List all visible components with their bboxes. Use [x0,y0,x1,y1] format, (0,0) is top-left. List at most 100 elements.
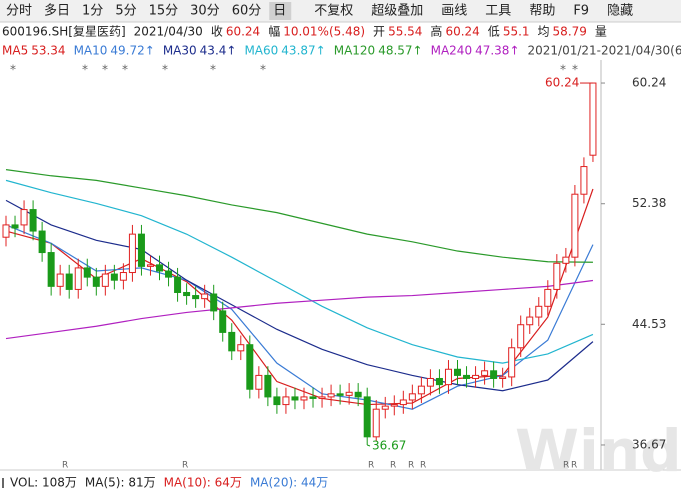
info-text: MA60 [244,44,278,58]
star-markers: * * * * * * * * * [10,63,578,77]
info-text: 高 [430,24,442,39]
star: * [82,63,88,77]
info-text: MA30 [163,44,197,58]
candle-body [390,404,398,407]
candle-body [110,273,118,281]
star: * [122,63,128,77]
tab[interactable]: 60分 [232,4,262,19]
candle-body [571,193,579,258]
candle-body [101,273,109,287]
y-tick-label: 52.38 [632,196,666,210]
menu-item[interactable]: 工具 [485,4,511,19]
candle-body [192,295,200,300]
info-text: MA120 [334,44,375,58]
info-text: ↑ [413,44,423,58]
info-text: 均 [538,25,550,39]
info-text: 55.54 [388,25,422,39]
candle-body [499,376,507,379]
candle-body [201,293,209,300]
candle-body [580,166,588,195]
candle-body [264,374,272,398]
candle-body [210,293,218,312]
watermark: Wind [515,417,681,485]
r-markers: R R R R R R R R [62,461,577,471]
menu-item[interactable]: 不复权 [314,3,353,19]
ma-line [5,179,594,364]
info-text: 600196.SH[复星医药] [2,25,126,39]
high-annotation: 60.24 [545,76,579,90]
info-text: MA5 [2,44,28,58]
info-text: 43.87 [281,44,315,58]
ma-line [5,188,594,406]
volume-text: MA(10): 64万 [164,476,242,490]
candle-body [562,256,570,264]
y-tick-label: 44.53 [632,317,666,331]
star: * [210,63,216,77]
menu-item[interactable]: 超级叠加 [371,4,423,19]
r-marker: R [420,461,426,471]
tab[interactable]: 30分 [190,4,220,19]
candle-body [544,288,552,307]
candle-body [11,224,19,229]
tab[interactable]: 日 [273,4,286,19]
annotation-line [367,444,371,447]
candle-body [490,370,498,379]
info-bar: 600196.SH[复星医药] 2021/04/30 收 60.24 幅 10.01%(5… [2,24,607,39]
menu-item[interactable]: F9 [573,4,589,19]
candle-body [246,344,254,390]
candle-body [128,233,136,274]
r-marker: R [571,461,577,471]
candle-body [273,396,281,406]
candle-body [119,272,127,281]
r-marker: R [368,461,374,471]
candle-body [92,276,100,287]
r-marker: R [62,461,68,471]
volume-bar: VOL: 108万 MA(5): 81万 MA(10): 64万 MA(20): 44… [2,476,328,490]
r-marker: R [390,461,396,471]
toolbar-items: 分时 多日 1分 5分 15分 30分 60分日 不复权 超级叠加 画线 工具 帮助 F9 隐藏 [6,2,633,20]
info-text: MA240 [431,44,472,58]
info-text: 低 [488,25,500,39]
candle-body [345,391,353,396]
low-annotation: 36.67 [372,438,406,452]
ma-line [5,169,593,263]
info-text: ↑ [145,44,155,58]
tab[interactable]: 15分 [149,4,179,19]
candle-body [318,396,326,399]
candle-body [156,264,164,272]
candle-body [282,396,290,406]
candle-body [309,396,317,399]
selected-tab [269,2,292,20]
y-tick-label: 36.67 [632,437,666,451]
candle-body [463,374,471,379]
menu-item[interactable]: 帮助 [529,4,555,19]
star: * [560,63,566,77]
candle-body [399,399,407,406]
candle-body [47,252,55,287]
info-text: 60.24 [445,25,479,39]
info-text: 60.24 [226,25,260,39]
info-text: ↑ [316,44,326,58]
candle-body [83,267,91,278]
info-text: 2021/04/30 [134,25,203,39]
info-text: 10.01%(5.48) [283,25,365,39]
star: * [260,63,266,77]
tab[interactable]: 5分 [115,4,136,19]
info-text: 55.1 [503,25,530,39]
tab[interactable]: 1分 [82,4,103,19]
menu-item[interactable]: 隐藏 [607,4,633,19]
candle-body [372,408,380,438]
info-text: 58.79 [553,25,587,39]
candle-body [237,344,245,352]
info-text: 43.4 [200,44,227,58]
candle-body [363,396,371,438]
info-text: ↑ [226,44,236,58]
tab[interactable]: 多日 [44,3,70,19]
candle-body [408,393,416,401]
menu-item[interactable]: 画线 [441,4,467,19]
y-tick-label: 60.24 [632,76,666,90]
volume-text: VOL: 108万 [10,476,77,490]
tab[interactable]: 分时 [6,4,32,19]
candle-body [553,262,561,290]
